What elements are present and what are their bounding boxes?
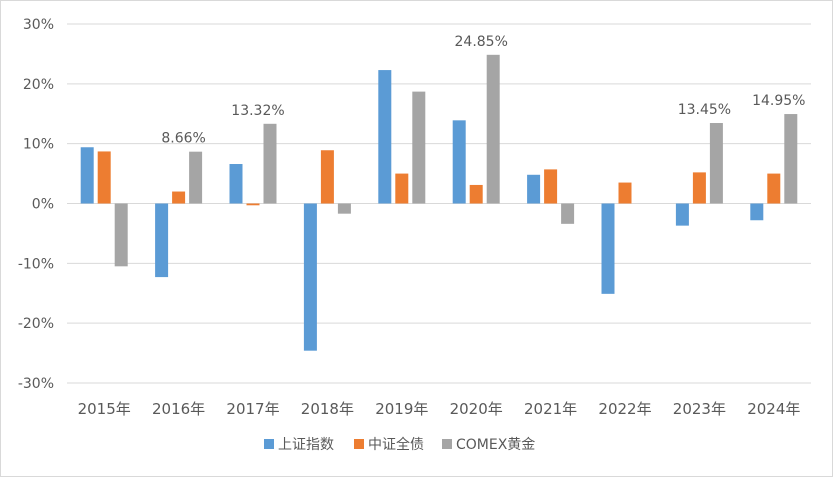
bar-1-2020年	[452, 120, 466, 204]
bar-3-2024年	[784, 114, 798, 204]
bar-1-2021年	[527, 174, 541, 204]
data-labels: 8.66% 13.32% 24.85% 13.45% 14.95%	[161, 34, 805, 147]
bar-2-2015年	[97, 151, 111, 204]
data-label: 13.32%	[231, 103, 284, 119]
bar-3-2018年	[337, 203, 351, 214]
legend-label: 中证全债	[368, 436, 424, 453]
y-tick-label: -20%	[18, 316, 54, 332]
y-tick-label: 10%	[23, 137, 54, 153]
bar-2-2016年	[172, 191, 186, 204]
bar-2-2024年	[767, 173, 781, 204]
bar-1-2022年	[601, 203, 615, 294]
bar-3-2020年	[486, 54, 500, 204]
y-tick-label: 0%	[32, 197, 54, 213]
bar-3-2015年	[114, 203, 128, 267]
legend-swatch	[442, 439, 452, 449]
bar-2-2017年	[246, 203, 260, 206]
legend-label: COMEX黄金	[456, 436, 535, 453]
y-tick-label: -30%	[18, 376, 54, 392]
bar-1-2016年	[155, 203, 169, 278]
data-label: 24.85%	[455, 34, 508, 50]
x-tick-label: 2022年	[598, 400, 651, 418]
legend-swatch	[354, 439, 364, 449]
legend-swatch	[264, 439, 274, 449]
legend-label: 上证指数	[278, 437, 334, 453]
bar-3-2016年	[189, 151, 203, 204]
bar-1-2015年	[80, 147, 94, 204]
x-tick-label: 2018年	[301, 400, 354, 418]
bar-3-2019年	[412, 91, 426, 204]
x-axis-ticks: 2015年 2016年 2017年 2018年 2019年 2020年 2021年 2022年…	[78, 400, 801, 418]
data-label: 8.66%	[161, 131, 205, 147]
x-tick-label: 2024年	[747, 400, 800, 418]
bar-2-2020年	[469, 184, 483, 204]
data-label: 14.95%	[752, 93, 805, 109]
bar-3-2021年	[561, 203, 575, 224]
x-tick-label: 2016年	[152, 400, 205, 418]
y-tick-label: 30%	[23, 17, 54, 33]
bar-3-2023年	[709, 123, 723, 204]
y-tick-label: 20%	[23, 77, 54, 93]
y-tick-label: -10%	[18, 256, 54, 272]
x-tick-label: 2017年	[226, 400, 279, 418]
bar-1-2024年	[750, 203, 764, 221]
bar-2-2018年	[320, 150, 334, 204]
bar-1-2019年	[378, 70, 392, 204]
x-tick-label: 2021年	[524, 400, 577, 418]
legend: 上证指数 中证全债 COMEX黄金	[264, 436, 535, 453]
bar-3-2017年	[263, 123, 277, 204]
bar-1-2023年	[675, 203, 689, 226]
bar-2-2019年	[395, 173, 409, 204]
bar-1-2017年	[229, 164, 243, 204]
x-tick-label: 2015年	[78, 400, 131, 418]
bar-2-2022年	[618, 182, 632, 204]
bar-1-2018年	[303, 203, 317, 351]
bar-2-2023年	[692, 172, 706, 204]
data-label: 13.45%	[678, 102, 731, 118]
y-axis-ticks: 30% 20% 10% 0% -10% -20% -30%	[18, 17, 54, 392]
x-tick-label: 2020年	[450, 400, 503, 418]
bars	[80, 54, 798, 351]
x-tick-label: 2019年	[375, 400, 428, 418]
bar-2-2021年	[544, 169, 558, 204]
x-tick-label: 2023年	[673, 400, 726, 418]
